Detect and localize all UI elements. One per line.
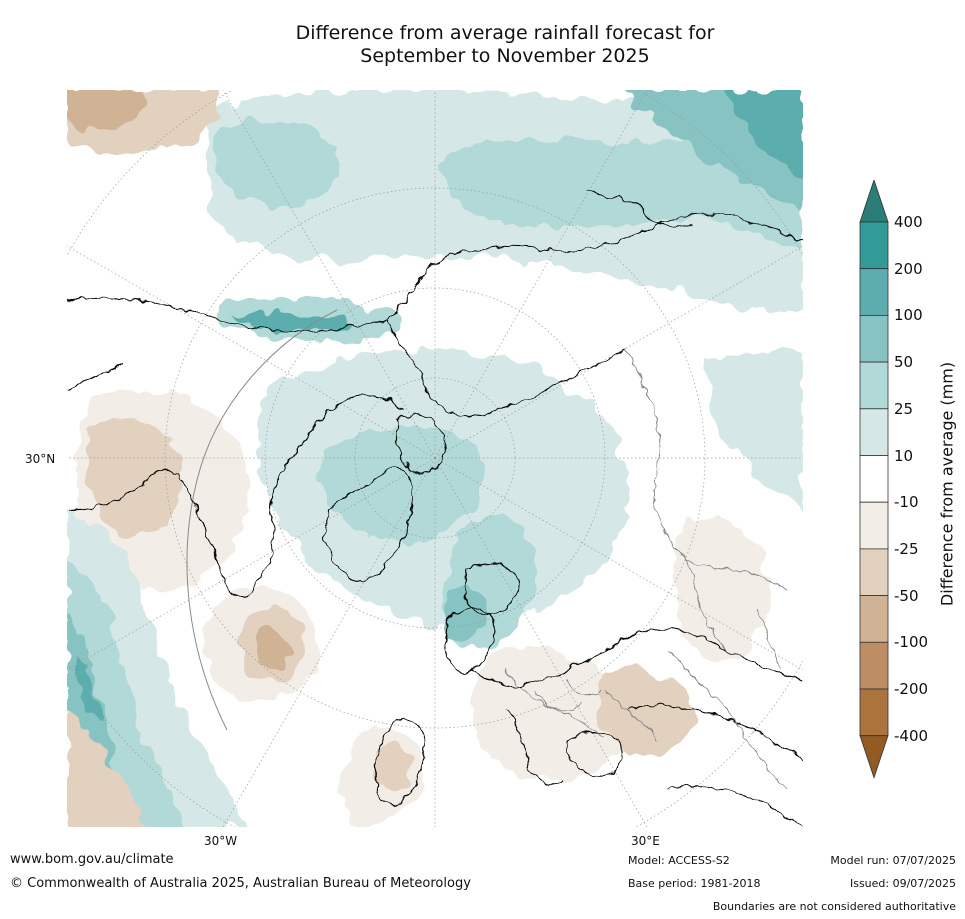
colorbar-title: Difference from average (mm) xyxy=(937,361,957,607)
longitude-label-30w: 30°W xyxy=(204,834,238,848)
colorbar-extend-min xyxy=(859,735,889,779)
colorbar xyxy=(859,180,889,779)
colorbar-segment xyxy=(859,408,889,456)
footer-base-period: Base period: 1981-2018 xyxy=(628,877,761,890)
colorbar-tick-label: -25 xyxy=(894,539,919,558)
footer-issued: Issued: 09/07/2025 xyxy=(849,877,956,890)
colorbar-tick-label: -100 xyxy=(894,633,929,652)
chart-title: Difference from average rainfall forecas… xyxy=(0,22,965,68)
footer-model: Model: ACCESS-S2 xyxy=(628,854,730,867)
footer-copyright: © Commonwealth of Australia 2025, Austra… xyxy=(10,876,471,891)
colorbar-segment xyxy=(859,501,889,550)
colorbar-tick-label: -200 xyxy=(894,680,929,698)
colorbar-tick-label: 100 xyxy=(894,306,923,325)
colorbar-segment xyxy=(859,455,889,503)
footer-model-run: Model run: 07/07/2025 xyxy=(830,854,956,867)
footer-url: www.bom.gov.au/climate xyxy=(10,852,174,867)
colorbar-segment xyxy=(859,314,889,363)
colorbar-segment xyxy=(859,548,889,596)
colorbar-tick-label: 400 xyxy=(894,213,923,231)
forecast-map xyxy=(67,90,803,827)
colorbar-tick-label: -10 xyxy=(894,493,919,512)
colorbar-segment xyxy=(859,595,889,643)
colorbar-tick-label: -400 xyxy=(894,726,929,745)
colorbar-segment xyxy=(859,221,889,270)
colorbar-segment xyxy=(859,268,889,316)
rainfall-anomaly-shading xyxy=(67,90,803,827)
longitude-label-30e: 30°E xyxy=(631,834,660,848)
colorbar-segment xyxy=(859,641,889,690)
chart-title-line-1: Difference from average rainfall forecas… xyxy=(295,22,715,44)
colorbar-extend-max xyxy=(859,180,889,223)
latitude-label-30n: 30°N xyxy=(25,452,56,466)
coastlines xyxy=(67,189,803,827)
colorbar-segment xyxy=(859,688,889,737)
political-borders xyxy=(506,349,788,791)
colorbar-tick-label: 50 xyxy=(894,353,914,372)
colorbar-segment xyxy=(859,361,889,410)
footer-boundaries-note: Boundaries are not considered authoritat… xyxy=(712,900,956,913)
colorbar-tick-label: 200 xyxy=(894,259,923,278)
colorbar-tick-label: 10 xyxy=(894,446,914,465)
colorbar-tick-label: -50 xyxy=(894,586,919,605)
graticule xyxy=(67,90,803,827)
chart-title-line-2: September to November 2025 xyxy=(360,45,650,67)
equator-arc xyxy=(186,309,338,731)
forecast-map-canvas xyxy=(67,90,803,827)
colorbar-tick-label: 25 xyxy=(894,399,914,418)
